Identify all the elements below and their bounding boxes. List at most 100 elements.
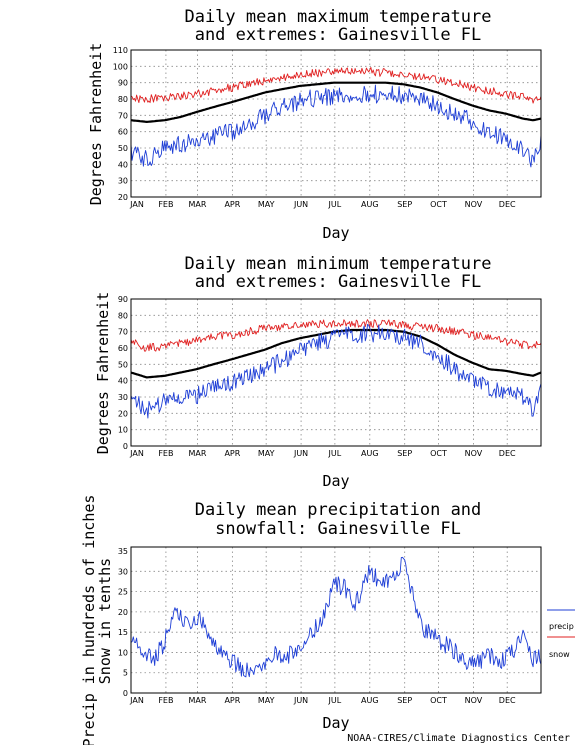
x-tick-label: SEP [397,200,412,209]
y-tick-label: 60 [118,128,128,137]
y-tick-label: 70 [118,328,128,337]
x-tick-label: APR [224,696,240,705]
series-group [130,319,542,419]
y-tick-label: 110 [113,46,128,55]
x-tick-label: AUG [361,696,379,705]
series-group [130,66,542,168]
x-tick-label: MAR [188,696,206,705]
x-tick-label: SEP [397,449,412,458]
x-tick-label: FEB [158,200,173,209]
x-tick-label: MAY [258,696,275,705]
x-tick-label: APR [224,449,240,458]
tick-labels: 20 30 40 50 60 70 80 90 100 110 JAN FEB MAR APR MAY JUN… [113,46,516,209]
x-tick-label: OCT [430,449,447,458]
chart-title-line2: and extremes: Gainesville FL [195,25,482,45]
y-tick-label: 30 [118,177,128,186]
y-tick-label: 20 [118,193,128,202]
x-tick-label: SEP [397,696,412,705]
y-tick-label: 50 [118,144,128,153]
x-axis-label: Day [322,714,349,732]
y-tick-label: 100 [113,62,128,71]
y-tick-label: 90 [118,295,128,304]
x-tick-label: OCT [430,200,447,209]
tick-labels: 0 10 20 30 40 50 60 70 80 90 JAN FEB MAR APR MAY JUN JUL… [118,295,516,458]
chart-title-line1: Daily mean maximum temperature [184,7,491,27]
y-tick-label: 0 [123,689,128,698]
gridlines [131,50,541,197]
x-tick-label: DEC [499,200,516,209]
y-tick-label: 10 [118,648,128,657]
gridlines [131,547,541,693]
plot-frame [130,49,542,198]
y-tick-label: 5 [123,669,128,678]
x-axis-label: Day [322,472,349,490]
plot-frame [130,298,542,447]
credit-text: NOAA-CIRES/Climate Diagnostics Center [347,733,570,744]
x-tick-label: DEC [499,696,516,705]
y-tick-label: 80 [118,95,128,104]
x-tick-label: FEB [158,449,173,458]
series-line-mean [130,81,542,124]
x-tick-label: JUN [293,449,308,458]
chart-title-line2: and extremes: Gainesville FL [195,272,482,292]
series-line-low_extreme [130,324,542,419]
y-tick-label: 80 [118,311,128,320]
legend-label-snow: snow [549,650,570,659]
x-tick-label: JUN [293,696,308,705]
max-temp-panel: Daily mean maximum temperature and extre… [87,7,542,242]
y-tick-label: 30 [118,567,128,576]
y-axis-label: Degrees Fahrenheit [94,292,112,455]
x-axis-label: Day [322,224,349,242]
x-tick-label: APR [224,200,240,209]
y-tick-label: 90 [118,79,128,88]
chart-title-line1: Daily mean minimum temperature [184,254,491,274]
x-tick-label: MAY [258,449,275,458]
x-tick-label: AUG [361,200,379,209]
x-tick-label: MAY [258,200,275,209]
y-tick-label: 20 [118,409,128,418]
x-tick-label: MAR [188,449,206,458]
series-line-high_extreme [130,66,542,104]
chart-title-line2: snowfall: Gainesville FL [215,519,461,539]
y-tick-label: 0 [123,442,128,451]
plot-frame [130,546,542,694]
y-tick-label: 50 [118,360,128,369]
y-tick-label: 60 [118,344,128,353]
y-tick-label: 15 [118,628,128,637]
y-tick-label: 35 [118,547,128,556]
y-axis-label: Degrees Fahrenheit [87,43,105,206]
y-axis-label-line1: Precip in hundreds of inches [80,495,98,745]
x-tick-label: JUL [328,696,342,705]
x-tick-label: JUL [328,449,342,458]
tick-labels: 0 5 10 15 20 25 30 35 JAN FEB MAR APR MAY JUN JUL AUG SE… [118,547,516,705]
y-tick-label: 20 [118,608,128,617]
x-tick-label: JUN [293,200,308,209]
y-tick-label: 70 [118,111,128,120]
y-tick-label: 40 [118,160,128,169]
x-tick-label: JAN [129,696,144,705]
series-group [130,556,542,694]
legend: precip snow [547,609,575,659]
x-tick-label: AUG [361,449,379,458]
x-tick-label: NOV [465,200,483,209]
y-tick-label: 40 [118,377,128,386]
y-axis-label-line2: Snow in tenths [96,558,114,684]
x-tick-label: NOV [465,449,483,458]
y-tick-label: 10 [118,426,128,435]
x-tick-label: JUL [328,200,342,209]
x-tick-label: MAR [188,200,206,209]
x-tick-label: JAN [129,449,144,458]
series-line-low_extreme [130,84,542,168]
x-tick-label: FEB [158,696,173,705]
legend-label-precip: precip [549,622,574,631]
y-tick-label: 30 [118,393,128,402]
x-tick-label: OCT [430,696,447,705]
x-tick-label: DEC [499,449,516,458]
y-tick-label: 25 [118,588,128,597]
precip-panel: Daily mean precipitation and snowfall: G… [80,495,575,745]
gridlines [131,299,541,446]
series-line-high_extreme [130,319,542,352]
series-line-precip [130,556,542,678]
min-temp-panel: Daily mean minimum temperature and extre… [94,254,542,490]
